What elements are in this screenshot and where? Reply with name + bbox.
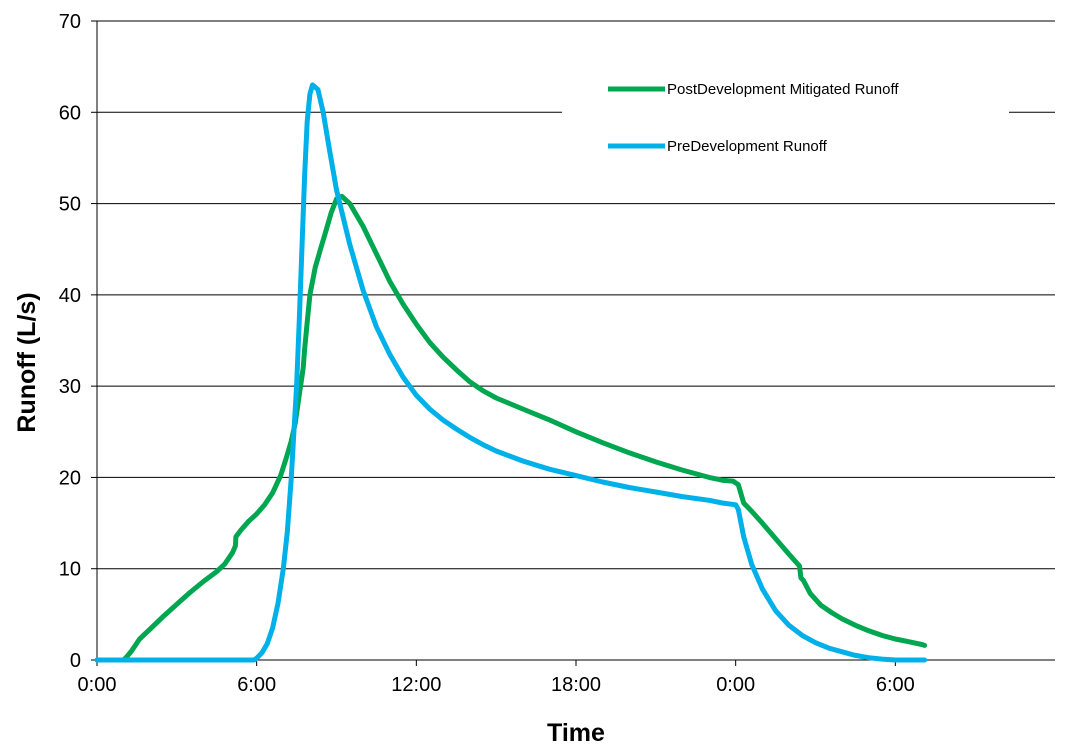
x-tick-label: 18:00: [551, 674, 601, 696]
x-tick-label: 6:00: [876, 674, 915, 696]
y-tick-label: 30: [59, 376, 81, 398]
gridlines: [91, 20, 1055, 666]
series-line-postdevelopment: [94, 193, 928, 663]
y-tick-label: 60: [59, 102, 81, 124]
y-tick-label: 50: [59, 194, 81, 216]
y-tick-labels: 0 10 20 30 40 50 60 70: [59, 11, 81, 672]
y-tick-label: 20: [59, 467, 81, 489]
y-tick-label: 0: [70, 650, 81, 672]
y-tick-label: 70: [59, 11, 81, 33]
x-tick-label: 0:00: [716, 674, 755, 696]
y-tick-label: 10: [59, 559, 81, 581]
x-tick-label: 12:00: [391, 674, 441, 696]
series-layer: [94, 82, 928, 663]
legend-label: PreDevelopment Runoff: [667, 138, 828, 155]
x-axis-title: Time: [547, 719, 605, 747]
series-line-predevelopment: [94, 82, 928, 663]
x-tick-label: 6:00: [237, 674, 276, 696]
legend: PostDevelopment Mitigated Runoff PreDevel…: [608, 81, 899, 155]
y-axis-title: Runoff (L/s): [13, 292, 41, 432]
x-tick-label: 0:00: [78, 674, 117, 696]
x-tick-labels: 0:00 6:00 12:00 18:00 0:00 6:00: [78, 674, 915, 696]
y-tick-label: 40: [59, 285, 81, 307]
legend-label: PostDevelopment Mitigated Runoff: [667, 81, 899, 98]
